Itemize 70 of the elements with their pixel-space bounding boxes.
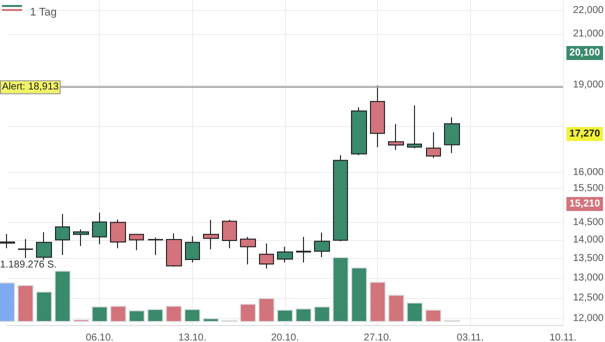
candlestick <box>36 232 52 260</box>
y-tick-label: 14,000 <box>573 234 604 246</box>
bar <box>370 282 386 322</box>
candlestick <box>444 116 460 154</box>
candlestick <box>129 234 144 251</box>
y-tick-label: 21,000 <box>573 28 604 40</box>
candlestick <box>203 219 219 250</box>
bar <box>258 298 274 322</box>
bar <box>92 306 108 322</box>
bar <box>147 309 164 322</box>
y-tick-label: 16,000 <box>573 166 604 178</box>
bar <box>110 306 126 322</box>
x-tick-label: 03.11. <box>456 332 484 342</box>
bar <box>128 310 145 322</box>
bar <box>36 291 52 322</box>
bar <box>425 310 442 322</box>
annotation: 1.189.276 S. <box>0 260 57 270</box>
candlestick <box>73 228 89 247</box>
candlestick <box>55 213 70 256</box>
bar <box>54 270 71 322</box>
candlestick <box>426 132 441 158</box>
candlestick <box>314 232 330 258</box>
text: 20,100 <box>569 48 600 58</box>
y-tick-label: 15,500 <box>573 182 604 194</box>
candlestick <box>388 124 404 150</box>
candlestick <box>166 232 182 268</box>
bar <box>240 304 256 322</box>
bar <box>314 306 330 322</box>
candlestick <box>296 236 311 263</box>
bar <box>406 302 423 322</box>
bar <box>184 309 200 322</box>
y-tick-label: 14,500 <box>573 216 604 228</box>
candlestick <box>222 219 237 249</box>
bar <box>166 306 182 322</box>
candlestick <box>351 106 367 156</box>
candlestick <box>333 154 348 242</box>
candlestick <box>407 104 422 149</box>
candlestick <box>185 236 200 263</box>
bar <box>296 308 312 322</box>
x-tick-label: 13.10. <box>178 332 206 342</box>
bar <box>332 257 349 322</box>
bar <box>202 318 219 322</box>
candlestick <box>0 234 15 249</box>
y-tick-label: 19,000 <box>573 79 604 90</box>
bar <box>18 284 34 322</box>
text: 1 Tag <box>30 6 57 18</box>
candlestick <box>277 246 293 263</box>
x-tick-label: 06.10. <box>86 332 114 342</box>
y-tick-label: 22,000 <box>573 4 604 16</box>
y-tick-label: 13,500 <box>573 253 604 264</box>
candlestick <box>18 238 33 258</box>
text: 15,210 <box>569 198 600 210</box>
bar <box>277 310 293 322</box>
candlestick <box>92 212 107 245</box>
y-tick-label: 12,500 <box>573 292 604 304</box>
x-tick-label: 20.10. <box>271 332 299 342</box>
candlestick <box>148 237 163 256</box>
candlestick <box>259 242 274 270</box>
candlestick <box>240 236 256 265</box>
y-tick-label: 13,000 <box>573 272 604 284</box>
y-tick-label: 12,000 <box>573 313 604 324</box>
bar <box>388 294 404 322</box>
x-tick-label: 10.11. <box>549 332 577 342</box>
text: 17,270 <box>569 128 600 140</box>
ref-line-label: Alert: 18,913 <box>2 82 60 93</box>
bar <box>351 267 368 322</box>
candlestick <box>370 85 385 148</box>
candlestick <box>110 219 126 249</box>
x-tick-label: 27.10. <box>364 332 392 342</box>
bar <box>0 282 15 322</box>
